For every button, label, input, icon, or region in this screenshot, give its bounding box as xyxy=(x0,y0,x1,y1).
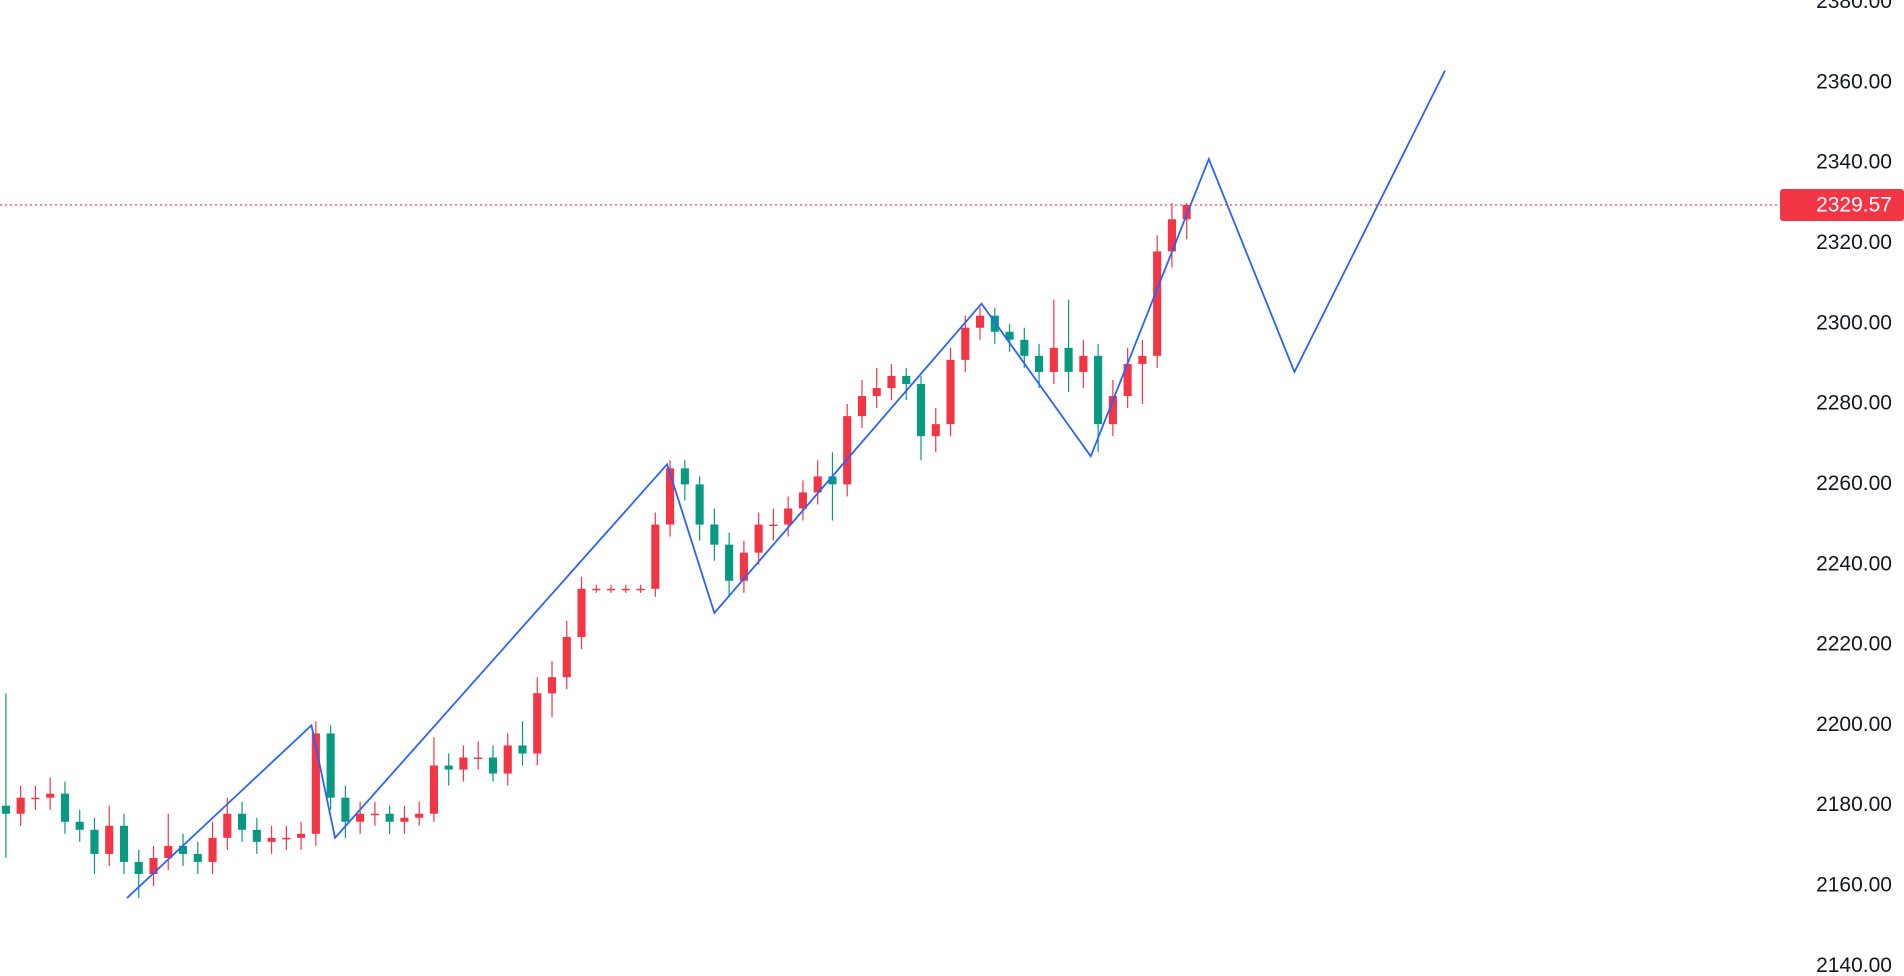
candle-body xyxy=(149,857,158,874)
candle-body xyxy=(75,821,84,830)
zigzag-line xyxy=(126,70,1446,899)
candle-body xyxy=(252,829,261,842)
candle-body xyxy=(843,416,852,485)
candle-body xyxy=(326,733,335,798)
candle-body xyxy=(46,793,55,798)
y-tick-label: 2280.00 xyxy=(1816,392,1892,415)
candle-body xyxy=(562,637,571,678)
candle-body xyxy=(784,508,793,525)
candle-body xyxy=(1108,396,1117,425)
candle-body xyxy=(902,375,911,384)
candle-body xyxy=(887,375,896,388)
candle-body xyxy=(1005,331,1014,340)
y-tick-label: 2340.00 xyxy=(1816,151,1892,174)
candle-body xyxy=(297,833,306,838)
candle-body xyxy=(1049,347,1058,372)
candle-body xyxy=(1182,204,1191,220)
candle-body xyxy=(474,757,483,760)
candle-body xyxy=(238,813,247,830)
candle-body xyxy=(193,853,202,862)
candle-body xyxy=(518,745,527,754)
candle-body xyxy=(459,757,468,770)
candle-body xyxy=(385,813,394,822)
candle-body xyxy=(1138,355,1147,364)
candle-body xyxy=(16,797,25,814)
candle-body xyxy=(592,588,601,591)
candle-body xyxy=(164,845,173,858)
candle-body xyxy=(798,492,807,509)
candle-body xyxy=(725,544,734,581)
candle-body xyxy=(488,757,498,774)
candle-body xyxy=(636,588,645,591)
y-tick-label: 2220.00 xyxy=(1816,633,1892,656)
candle-body xyxy=(60,793,70,822)
candle-body xyxy=(813,476,822,493)
candle-body xyxy=(533,693,542,754)
candle-body xyxy=(1035,355,1044,372)
candle-body xyxy=(223,813,232,838)
candle-body xyxy=(1167,219,1176,252)
candle-body xyxy=(429,765,438,814)
y-tick-label: 2320.00 xyxy=(1816,231,1892,254)
candle-body xyxy=(90,829,99,854)
candle-body xyxy=(415,813,424,818)
candle-body xyxy=(1020,339,1029,356)
candle-body xyxy=(119,825,129,862)
candle-body xyxy=(946,359,955,425)
candle-body xyxy=(1094,355,1103,425)
candle-body xyxy=(739,552,748,581)
candle-body xyxy=(31,797,40,800)
y-tick-label: 2300.00 xyxy=(1816,311,1892,334)
candle-body xyxy=(1153,251,1162,356)
candle-body xyxy=(1123,363,1132,397)
candle-body xyxy=(547,677,557,694)
candle-body xyxy=(1079,355,1088,372)
candle-body xyxy=(695,484,704,525)
candle-body xyxy=(680,468,689,485)
y-tick-label: 2260.00 xyxy=(1816,472,1892,495)
candle-body xyxy=(931,424,940,437)
candle-body xyxy=(105,825,114,854)
candle-body xyxy=(134,861,143,874)
y-tick-label: 2240.00 xyxy=(1816,552,1892,575)
candle-body xyxy=(606,588,616,591)
candle-body xyxy=(666,468,675,525)
y-tick-label: 2200.00 xyxy=(1816,713,1892,736)
candle-body xyxy=(282,837,291,840)
candle-body xyxy=(577,588,586,638)
y-tick-label: 2160.00 xyxy=(1816,874,1892,897)
last-price-box xyxy=(1780,188,1904,221)
last-price-label: 2329.57 xyxy=(1816,194,1892,217)
candle-body xyxy=(503,745,512,774)
y-tick-label: 2140.00 xyxy=(1816,954,1892,976)
candle-body xyxy=(621,588,630,591)
candle-body xyxy=(1,805,10,814)
candle-body xyxy=(267,837,276,842)
candle-body xyxy=(444,765,453,770)
candle-body xyxy=(916,383,926,437)
candle-body xyxy=(975,315,985,328)
y-tick-label: 2380.00 xyxy=(1816,0,1892,13)
candle-body xyxy=(872,387,881,397)
candle-body xyxy=(828,476,837,485)
candle-body xyxy=(400,817,409,822)
candle-body xyxy=(370,813,379,816)
candle-body xyxy=(311,733,320,834)
candle-body xyxy=(341,797,350,822)
candle-body xyxy=(754,524,763,553)
candle-body xyxy=(961,327,970,360)
candle-body xyxy=(1064,347,1073,372)
y-tick-label: 2180.00 xyxy=(1816,793,1892,816)
candle-body xyxy=(710,524,719,545)
candle-body xyxy=(857,396,867,417)
y-tick-label: 2360.00 xyxy=(1816,70,1892,93)
candle-body xyxy=(769,524,778,527)
candle-body xyxy=(356,813,365,822)
candle-body xyxy=(208,837,217,862)
candle-body xyxy=(651,524,660,589)
candle-body xyxy=(178,845,188,854)
